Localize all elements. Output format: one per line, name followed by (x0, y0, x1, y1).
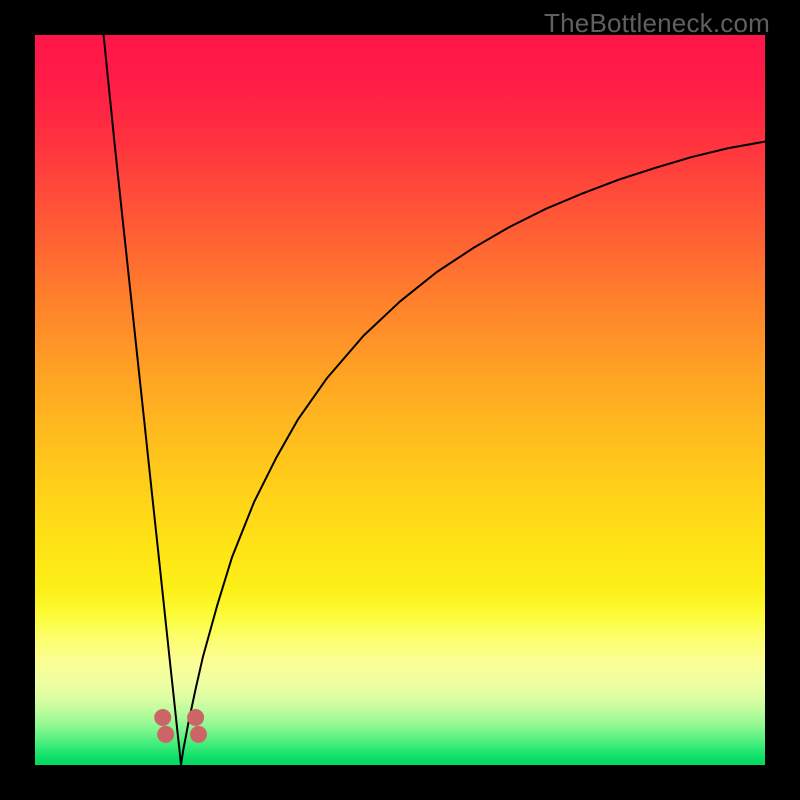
data-point (157, 726, 174, 743)
chart-svg (35, 35, 765, 765)
data-point (187, 709, 204, 726)
data-point (190, 726, 207, 743)
chart-background (35, 35, 765, 765)
bottleneck-chart (35, 35, 765, 765)
watermark-text: TheBottleneck.com (544, 8, 770, 39)
data-point (154, 709, 171, 726)
